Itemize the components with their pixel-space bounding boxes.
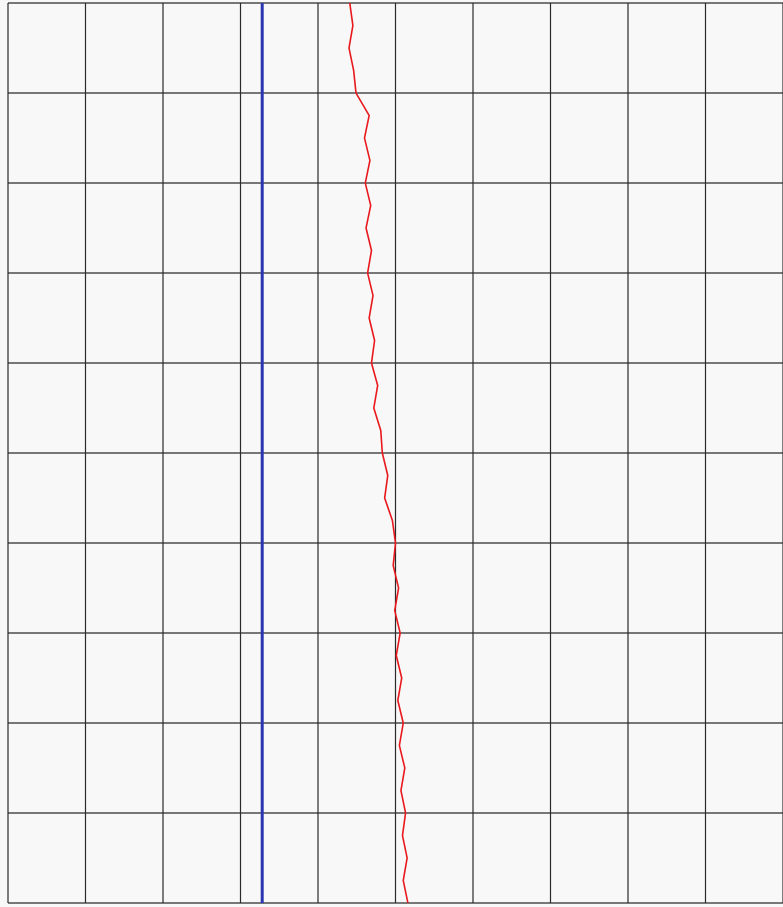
data-line (348, 2, 409, 904)
